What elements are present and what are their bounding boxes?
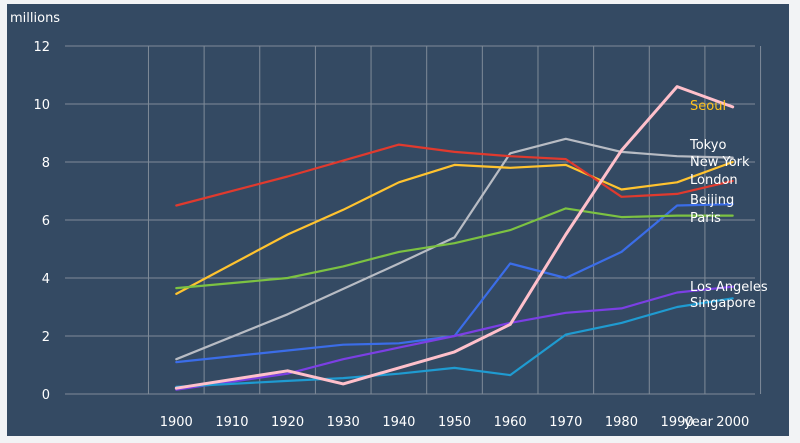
series-line-los-angeles [175,285,734,391]
y-axis-unit-label: millions [10,11,60,26]
series-label-beijing: Beijing [690,193,734,208]
series-label-seoul: Seoul [690,99,726,114]
x-tick-label: 2000 [716,415,749,430]
y-tick-label: 12 [33,40,50,55]
series-label-layer: Seoul Tokyo New York London Beijing Paris Los … [689,99,768,311]
line-chart: 0 2 4 6 8 10 12 1900 1910 1920 1930 1940 1950 1960 197… [10,11,768,430]
x-tick-label: 1940 [382,415,415,430]
y-tick-label: 4 [42,272,50,287]
x-tick-label: 1960 [494,415,527,430]
series-layer [174,85,735,391]
y-tick-label: 6 [42,214,50,229]
chart-panel: 0 2 4 6 8 10 12 1900 1910 1920 1930 1940 1950 1960 197… [7,4,789,436]
x-axis-unit-label: year [684,415,714,430]
series-label-new-york: New York [690,155,750,170]
x-tick-label: 1970 [549,415,582,430]
series-label-los-angeles: Los Angeles [690,280,768,295]
series-line-singapore [175,297,734,388]
series-line-seoul [174,85,735,390]
y-tick-label: 0 [42,388,50,403]
series-line-new-york [175,160,734,295]
series-label-london: London [690,173,738,188]
series-line-london [175,143,734,207]
y-tick-label: 2 [42,330,50,345]
x-tick-label: 1980 [605,415,638,430]
series-line-tokyo [175,137,734,361]
y-tick-label: 8 [42,156,50,171]
series-line-beijing [175,203,734,364]
x-tick-label: 1950 [438,415,471,430]
x-tick-label: 1930 [327,415,360,430]
tick-layer: 0 2 4 6 8 10 12 1900 1910 1920 1930 1940 1950 1960 197… [33,40,749,430]
x-tick-label: 1900 [160,415,193,430]
x-tick-label: 1990 [661,415,694,430]
x-tick-label: 1910 [215,415,248,430]
x-tick-label: 1920 [271,415,304,430]
y-tick-label: 10 [33,98,50,113]
grid-layer [65,45,762,395]
series-line-paris [175,207,734,290]
series-label-singapore: Singapore [690,296,756,311]
series-label-tokyo: Tokyo [689,138,726,153]
series-label-paris: Paris [690,211,721,226]
